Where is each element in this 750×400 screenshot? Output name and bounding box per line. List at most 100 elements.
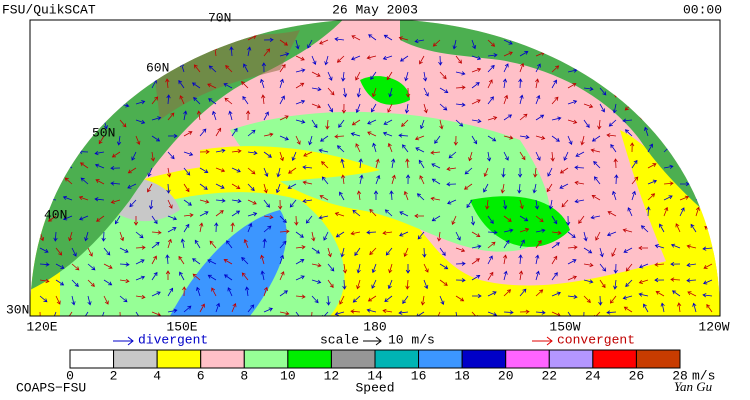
wind-arrow [39, 247, 49, 253]
wind-arrow [335, 231, 345, 238]
wind-arrow [567, 99, 578, 105]
wind-arrow [324, 55, 329, 66]
wind-arrow [578, 215, 585, 224]
wind-arrow [167, 227, 177, 233]
wind-arrow [327, 103, 333, 113]
wind-arrow [279, 95, 285, 105]
wind-arrow [703, 263, 713, 269]
wind-arrow [98, 135, 105, 145]
wind-arrow [388, 263, 393, 274]
wind-arrow [110, 166, 121, 171]
wind-arrow [388, 87, 393, 98]
wind-arrow [382, 230, 393, 235]
wind-arrow [321, 161, 329, 169]
wind-arrow [548, 199, 553, 210]
header-center: 26 May 2003 [332, 2, 418, 17]
wind-arrow [471, 82, 480, 89]
wind-arrow [295, 39, 300, 50]
wind-arrow [245, 110, 251, 121]
wind-arrow [439, 295, 445, 306]
wind-arrow [613, 158, 618, 169]
wind-arrow [231, 210, 241, 217]
wind-arrow [609, 295, 617, 304]
wind-arrow [384, 295, 393, 303]
wind-arrow [191, 82, 201, 89]
wind-arrow [383, 119, 393, 125]
wind-arrow [178, 80, 185, 89]
wind-arrow [215, 302, 221, 313]
wind-arrow [263, 111, 269, 121]
wind-arrow [311, 103, 322, 109]
wind-arrow [55, 295, 61, 305]
wind-arrow [610, 144, 617, 153]
wind-arrow [151, 96, 159, 105]
wind-arrow [279, 311, 290, 316]
wind-arrow [519, 227, 530, 233]
wind-arrow [103, 279, 113, 286]
wind-arrow [567, 275, 577, 281]
wind-arrow [341, 103, 347, 114]
wind-arrow [131, 151, 137, 161]
wind-arrow [471, 258, 480, 265]
colorbar-tick-label: 2 [110, 368, 118, 383]
wind-arrow [647, 143, 653, 153]
wind-arrow [183, 151, 194, 157]
wind-arrow [148, 199, 154, 210]
wind-arrow [247, 304, 255, 313]
arrow-icon [532, 336, 553, 346]
wind-arrow [503, 51, 513, 57]
wind-arrow [62, 195, 73, 201]
wind-arrow [355, 143, 361, 153]
wind-arrow [551, 79, 557, 89]
wind-arrow [199, 211, 209, 217]
wind-arrow [630, 142, 635, 153]
wind-arrow [321, 311, 329, 316]
wind-arrow [323, 231, 329, 241]
wind-arrow [631, 176, 639, 185]
color-box [418, 349, 463, 369]
wind-arrow [369, 208, 377, 217]
wind-arrow [519, 199, 524, 210]
wind-arrow [611, 247, 617, 257]
map-frame [29, 19, 721, 317]
wind-arrow [695, 206, 700, 217]
wind-arrow [387, 142, 393, 153]
wind-arrow [311, 71, 321, 77]
wind-arrow [135, 119, 146, 125]
wind-arrow [644, 126, 649, 137]
wind-arrow [110, 199, 121, 204]
wind-arrow [367, 295, 377, 302]
wind-arrow [663, 164, 674, 169]
wind-arrow [151, 230, 162, 235]
wind-arrow [423, 103, 428, 114]
wind-arrow [483, 167, 489, 178]
wind-arrow [340, 247, 345, 258]
colorbar-tick-label: 6 [197, 368, 205, 383]
wind-arrow [431, 178, 441, 185]
wind-arrow [663, 181, 674, 186]
wind-arrow [119, 247, 129, 253]
wind-arrow [279, 63, 286, 73]
wind-arrow [295, 55, 305, 61]
colorbar-tick-label: 20 [498, 368, 514, 383]
wind-arrow [471, 274, 481, 281]
wind-arrow [302, 198, 313, 204]
wind-arrow [574, 165, 585, 170]
wind-arrow [567, 119, 578, 124]
wind-arrow [432, 39, 441, 47]
wind-arrow [309, 311, 314, 316]
wind-arrow [418, 159, 425, 169]
wind-arrow [599, 87, 607, 96]
wind-arrow [311, 295, 319, 304]
wind-arrow [87, 279, 95, 287]
wind-arrow [606, 310, 617, 315]
wind-arrow [182, 286, 187, 297]
wind-arrow [227, 287, 233, 297]
wind-arrow [655, 291, 665, 297]
wind-arrow [551, 291, 562, 297]
wind-arrow [311, 279, 322, 284]
wind-arrow [434, 135, 441, 144]
wind-arrow [422, 247, 427, 258]
lat-label: 60N [146, 60, 169, 75]
wind-arrow [368, 34, 377, 41]
